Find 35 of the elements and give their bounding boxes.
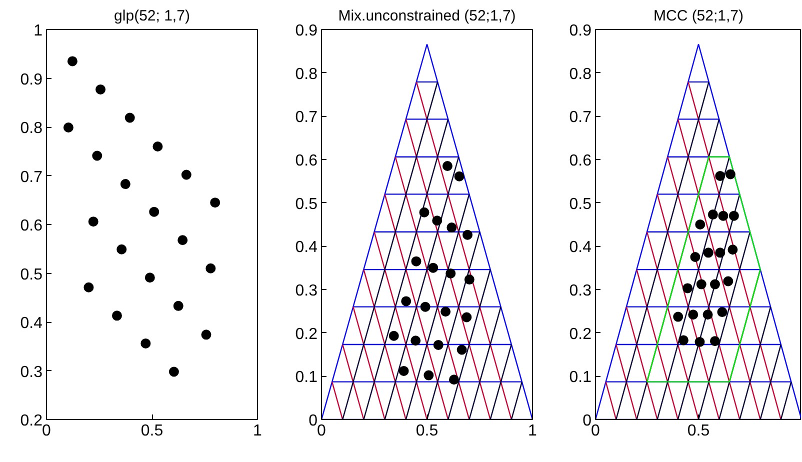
y-tick-label: 0.7	[295, 109, 318, 126]
y-tick-label: 0.4	[569, 239, 592, 256]
y-tick-label: 0.8	[569, 66, 592, 83]
y-tick-label: 0.6	[295, 152, 318, 170]
y-tick-label: 0.3	[295, 282, 318, 300]
x-tick-label: 0.5	[687, 422, 710, 440]
y-tick-label: 0.4	[20, 315, 43, 332]
y-tick-label: 0.5	[295, 196, 318, 213]
y-tick-label: 0.6	[20, 218, 43, 234]
y-tick-label: 0.7	[569, 109, 592, 126]
y-tick-label: 0.5	[569, 196, 592, 213]
chart-title: MCC (52;1,7)	[653, 8, 744, 24]
y-tick-label: 0.6	[569, 152, 592, 170]
y-tick-label: 0.1	[569, 369, 592, 386]
y-tick-label: 0.7	[20, 168, 43, 186]
chart-title: glp(52; 1,7)	[114, 8, 190, 24]
y-tick-label: 0.1	[295, 369, 318, 386]
y-tick-label: 0.4	[295, 239, 318, 256]
y-tick-label: 0.3	[569, 282, 592, 300]
y-tick-label: 0.9	[295, 22, 318, 40]
x-tick-label: 1	[528, 422, 538, 440]
x-tick-label: 1	[253, 422, 262, 440]
y-tick-label: 1	[34, 22, 43, 40]
y-tick-label: 0.2	[569, 326, 592, 343]
y-tick-label: 0.2	[20, 412, 43, 430]
y-tick-label: 0.2	[295, 326, 318, 343]
x-tick-label: 0.5	[416, 422, 438, 440]
chart-title: Mix.unconstrained (52;1,7)	[338, 8, 516, 24]
y-tick-label: 0.5	[20, 266, 43, 284]
y-tick-label: 0.3	[20, 364, 43, 381]
y-tick-label: 0.8	[20, 120, 43, 137]
y-tick-label: 0.9	[20, 71, 43, 88]
y-tick-label: 0.9	[569, 22, 592, 40]
x-tick-label: 0.5	[140, 422, 164, 440]
y-tick-label: 0.8	[295, 66, 318, 83]
